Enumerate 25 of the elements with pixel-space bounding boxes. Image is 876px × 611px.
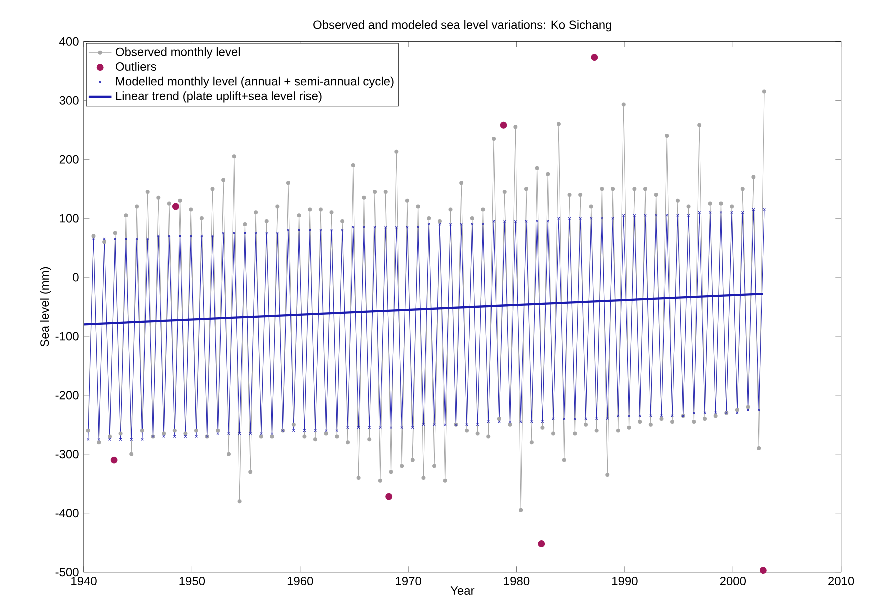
y-axis-title: Sea level (mm) [40,267,52,347]
x-tick-label: 1990 [612,577,638,586]
x-tick-label: 1950 [180,577,206,586]
legend-label: Observed monthly level [116,48,240,59]
x-tick-label: 2010 [828,577,854,586]
x-tick-label: 2000 [720,577,746,586]
x-tick-label: 1970 [396,577,422,586]
y-tick-label: -500 [56,568,79,577]
legend-label: Outliers [116,62,156,72]
y-tick-label: 300 [60,96,79,105]
y-tick-label: -300 [56,450,79,459]
y-tick-label: -100 [56,332,79,341]
y-tick-label: 100 [60,214,79,223]
y-tick-label: -200 [56,391,79,400]
y-tick-label: 200 [60,155,79,164]
legend-label: Modelled monthly level (annual + semi-annual cycle) [116,76,394,88]
chart-title: Observed and modeled sea level variations: Ko Sichang [314,20,612,32]
x-tick-label: 1940 [72,577,97,586]
x-tick-label: 1980 [504,577,530,586]
legend-label: Linear trend (plate uplift+sea level rise) [116,92,322,103]
x-tick-label: 1960 [288,577,314,586]
y-tick-label: -400 [56,509,79,518]
x-axis-title: Year [450,586,475,596]
y-tick-label: 0 [73,273,79,282]
y-tick-label: 400 [60,37,79,46]
